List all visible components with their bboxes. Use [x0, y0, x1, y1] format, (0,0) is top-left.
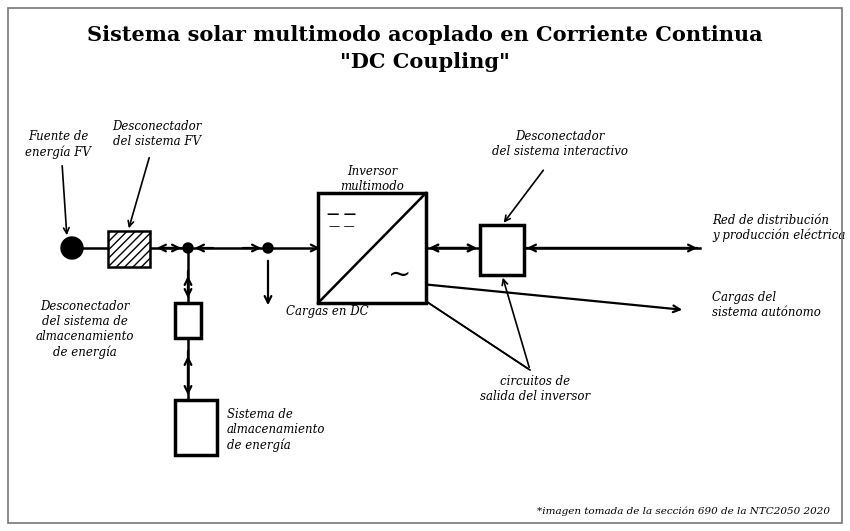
Circle shape [183, 243, 193, 253]
Text: Sistema de
almacenamiento
de energía: Sistema de almacenamiento de energía [227, 408, 326, 451]
Text: Red de distribución
y producción eléctrica: Red de distribución y producción eléctri… [712, 213, 846, 242]
Bar [175, 303, 201, 338]
Circle shape [61, 237, 83, 259]
Text: Cargas en DC: Cargas en DC [286, 305, 369, 319]
Text: Desconectador
del sistema de
almacenamiento
de energía: Desconectador del sistema de almacenamie… [36, 300, 134, 358]
Text: Inversor
multimodo: Inversor multimodo [340, 165, 404, 193]
Text: *imagen tomada de la sección 690 de la NTC2050 2020: *imagen tomada de la sección 690 de la N… [537, 507, 830, 516]
Bar [318, 193, 426, 303]
Circle shape [263, 243, 273, 253]
Text: circuitos de
salida del inversor: circuitos de salida del inversor [480, 375, 590, 403]
Text: Sistema solar multimodo acoplado en Corriente Continua: Sistema solar multimodo acoplado en Corr… [88, 25, 762, 45]
Text: Cargas del
sistema autónomo: Cargas del sistema autónomo [712, 291, 821, 319]
Text: Desconectador
del sistema interactivo: Desconectador del sistema interactivo [492, 130, 628, 158]
Text: ~: ~ [388, 261, 411, 288]
Bar [175, 400, 217, 455]
Text: Desconectador
del sistema FV: Desconectador del sistema FV [112, 120, 201, 148]
Text: Fuente de
energía FV: Fuente de energía FV [25, 130, 91, 159]
Text: — —: — — [329, 221, 354, 231]
Text: — —: — — [327, 209, 356, 221]
Bar [108, 231, 150, 267]
Bar [480, 225, 524, 275]
Text: "DC Coupling": "DC Coupling" [340, 52, 510, 72]
